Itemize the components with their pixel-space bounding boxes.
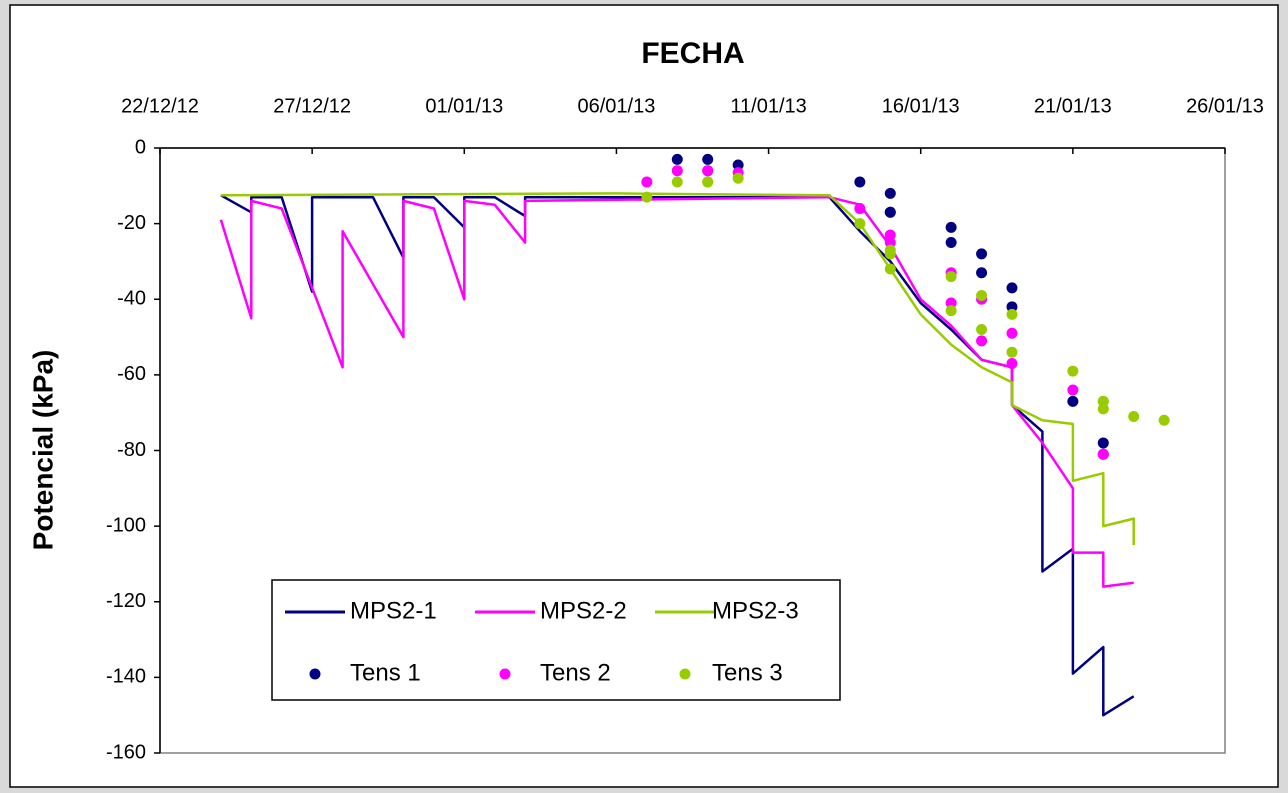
data-point (1006, 327, 1018, 339)
legend-label: MPS2-1 (350, 597, 437, 624)
x-tick-label: 16/01/13 (882, 95, 960, 117)
y-tick-label: -100 (106, 514, 146, 536)
y-tick-label: 0 (135, 136, 146, 158)
data-point (884, 248, 896, 260)
data-point (854, 203, 866, 214)
y-tick-label: -40 (117, 288, 146, 310)
data-point (1006, 301, 1018, 313)
data-point (732, 159, 744, 171)
data-point (976, 335, 988, 347)
legend-label: MPS2-3 (712, 597, 799, 624)
data-point (1128, 410, 1140, 422)
y-axis-label: Potencial (kPa) (27, 350, 58, 551)
data-point (732, 172, 744, 184)
data-point (1097, 437, 1109, 449)
data-point (854, 218, 866, 230)
data-point (884, 187, 896, 199)
legend-marker (309, 668, 321, 680)
y-tick-label: -60 (117, 363, 146, 385)
data-point (976, 248, 988, 260)
y-tick-label: -20 (117, 212, 146, 234)
data-point (976, 267, 988, 279)
data-line (220, 192, 1135, 545)
data-point (1097, 395, 1109, 407)
data-point (884, 237, 896, 249)
data-point (671, 165, 683, 177)
data-point (641, 191, 653, 203)
data-point (1067, 395, 1079, 407)
y-tick-label: -80 (117, 439, 146, 461)
data-point (702, 176, 714, 188)
x-tick-label: 01/01/13 (425, 95, 503, 117)
data-point (1097, 403, 1109, 415)
data-point (641, 176, 653, 188)
y-tick-label: -120 (106, 590, 146, 612)
data-point (945, 305, 957, 317)
legend-label: MPS2-2 (540, 597, 627, 624)
y-tick-label: -140 (106, 666, 146, 688)
data-point (702, 165, 714, 177)
x-tick-label: 11/01/13 (730, 95, 806, 117)
data-point (884, 263, 896, 275)
data-point (1158, 414, 1170, 426)
legend-label: Tens 3 (712, 659, 783, 686)
data-point (671, 153, 683, 165)
data-point (1006, 282, 1018, 294)
data-point (1097, 448, 1109, 460)
data-point (1006, 308, 1018, 320)
data-line (219, 195, 1134, 588)
data-point (702, 153, 714, 165)
data-point (945, 297, 957, 309)
legend-marker (499, 668, 511, 680)
data-point (1006, 358, 1018, 370)
data-point (945, 221, 957, 233)
data-point (1067, 365, 1079, 377)
data-point (1006, 346, 1018, 358)
x-tick-label: 27/12/12 (273, 95, 351, 117)
x-tick-label: 06/01/13 (577, 95, 655, 117)
data-point (884, 206, 896, 218)
legend-label: Tens 1 (350, 659, 421, 686)
chart-title: FECHA (641, 37, 744, 70)
x-tick-label: 21/01/13 (1034, 95, 1112, 117)
legend-label: Tens 2 (540, 659, 611, 686)
data-point (976, 324, 988, 335)
x-tick-label: 22/12/12 (121, 95, 199, 117)
data-line (220, 194, 1135, 717)
legend-marker (679, 668, 691, 680)
legend (271, 579, 841, 701)
x-tick-label: 26/01/13 (1186, 95, 1264, 117)
y-tick-label: -160 (106, 741, 146, 763)
data-point (1067, 384, 1079, 396)
data-point (945, 271, 957, 283)
data-point (854, 176, 866, 188)
data-point (884, 229, 896, 241)
data-point (976, 289, 988, 301)
data-point (945, 237, 957, 249)
data-point (671, 176, 683, 188)
